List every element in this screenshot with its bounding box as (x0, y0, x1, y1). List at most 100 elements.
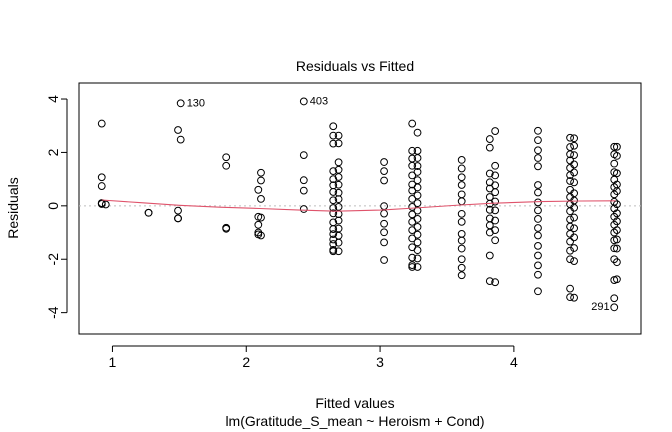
data-point (491, 236, 500, 245)
x-tick-label-4: 4 (510, 354, 518, 370)
data-point (334, 195, 343, 204)
data-point (413, 162, 422, 170)
annotations: 130 403 291 (187, 95, 610, 312)
data-point (329, 230, 338, 239)
y-tick-label-2: 2 (45, 148, 61, 156)
data-point (329, 122, 338, 131)
data-point (413, 206, 422, 215)
data-point (566, 255, 574, 264)
data-point (299, 151, 308, 159)
data-point (329, 131, 338, 140)
data-point (613, 235, 621, 244)
point-label-130: 130 (187, 97, 205, 109)
data-point (101, 200, 110, 209)
data-point (610, 142, 619, 151)
data-point (408, 263, 417, 271)
point-label-291: 291 (591, 301, 609, 313)
plot-frame (78, 82, 642, 335)
data-point (257, 194, 265, 203)
data-point (570, 203, 578, 212)
data-point (380, 256, 388, 264)
data-point (534, 261, 542, 270)
data-point (380, 158, 388, 166)
data-point (534, 181, 542, 189)
data-point (613, 226, 621, 235)
data-point (534, 162, 542, 171)
data-point (329, 209, 338, 218)
data-point (457, 173, 466, 182)
data-point (610, 294, 619, 303)
data-point (408, 171, 417, 180)
data-point (570, 233, 578, 242)
chart-title: Residuals vs Fitted (296, 58, 414, 74)
data-point (613, 200, 621, 209)
data-point (334, 180, 343, 189)
data-point (570, 160, 578, 169)
data-point (610, 303, 619, 312)
data-point (457, 190, 466, 199)
point-label-403: 403 (310, 95, 328, 107)
data-point (570, 213, 578, 222)
data-point (329, 188, 338, 196)
x-axis-label: Fitted values (315, 395, 394, 411)
data-point (174, 126, 182, 134)
model-formula-subtitle: lm(Gratitude_S_mean ~ Heroism + Cond) (225, 413, 484, 429)
x-tick-label-3: 3 (376, 354, 384, 370)
data-point (97, 182, 106, 190)
data-point (299, 176, 308, 185)
data-point (491, 188, 500, 197)
data-point (299, 97, 308, 106)
data-point (408, 119, 417, 128)
data-point (334, 131, 343, 140)
data-point (380, 209, 388, 218)
data-point (329, 225, 338, 233)
y-tick-label-0: 0 (45, 202, 61, 210)
data-point (534, 136, 542, 145)
data-point (534, 270, 542, 279)
data-point (534, 224, 542, 232)
data-point (457, 164, 466, 173)
data-point (176, 99, 185, 108)
data-point (222, 224, 231, 233)
data-point (570, 178, 578, 187)
data-point (457, 263, 466, 272)
data-point (408, 161, 417, 170)
data-point (334, 216, 343, 225)
data-point (566, 171, 574, 180)
data-point (413, 230, 422, 239)
data-point (457, 156, 466, 164)
axes: 1 2 3 4 -4 -2 0 2 4 (45, 95, 518, 370)
data-point (334, 173, 343, 181)
data-point (380, 167, 388, 176)
data-point (334, 158, 343, 167)
data-point (566, 133, 574, 142)
data-point (380, 219, 388, 228)
data-point (413, 223, 422, 231)
data-point (222, 153, 231, 162)
data-point (570, 134, 578, 143)
data-point (613, 275, 621, 284)
data-point (222, 161, 231, 170)
data-point (566, 284, 574, 293)
data-point (329, 139, 338, 148)
data-point (570, 257, 578, 266)
data-point (613, 217, 621, 226)
x-tick-label-2: 2 (242, 354, 250, 370)
data-point (534, 206, 542, 215)
data-point (491, 171, 500, 180)
data-point (254, 185, 263, 194)
data-point (534, 198, 542, 207)
data-point (485, 277, 494, 286)
data-point (613, 169, 621, 178)
data-point (413, 128, 422, 137)
data-point (613, 244, 621, 253)
data-point (380, 228, 388, 237)
x-tick-label-1: 1 (109, 354, 117, 370)
data-point (97, 200, 106, 208)
data-point (534, 215, 542, 223)
data-point (534, 231, 542, 240)
data-point (457, 255, 466, 264)
data-point (610, 244, 619, 253)
data-point (566, 237, 574, 246)
